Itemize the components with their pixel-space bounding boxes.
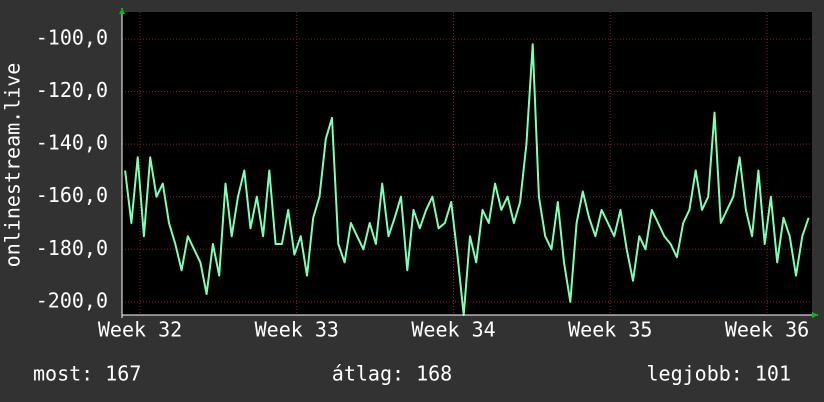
y-tick-label: -100,0 — [36, 26, 108, 50]
y-axis-arrow — [119, 8, 125, 14]
data-line — [124, 43, 810, 316]
summary-average: átlag: 168 — [332, 362, 452, 386]
y-tick-label: -160,0 — [36, 183, 108, 207]
x-tick-label: Week 35 — [568, 318, 652, 342]
x-axis-arrow — [812, 312, 818, 318]
x-tick-label: Week 33 — [255, 318, 339, 342]
y-tick-label: -140,0 — [36, 131, 108, 155]
x-tick-label: Week 32 — [98, 318, 182, 342]
x-tick-label: Week 36 — [725, 318, 809, 342]
y-tick-label: -180,0 — [36, 236, 108, 260]
summary-current: most: 167 — [33, 362, 141, 386]
y-tick-label: -120,0 — [36, 78, 108, 102]
y-tick-label: -200,0 — [36, 288, 108, 312]
summary-best: legjobb: 101 — [647, 362, 792, 386]
x-tick-label: Week 34 — [411, 318, 495, 342]
y-axis-label: onlinestream.live — [1, 63, 25, 268]
